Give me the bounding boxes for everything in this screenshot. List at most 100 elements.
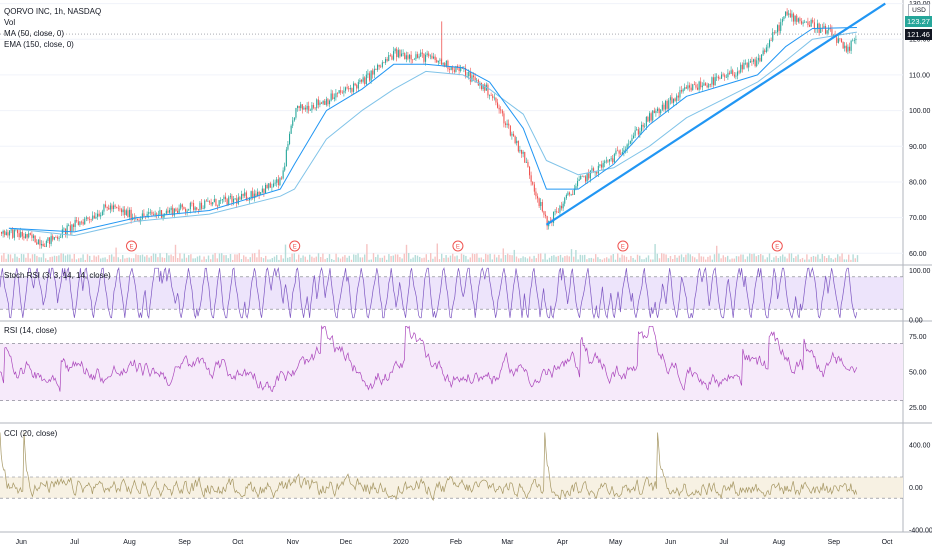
candle-body: [313, 105, 315, 108]
volume-bar: [757, 255, 760, 262]
volume-bar: [691, 256, 694, 262]
candle-body: [55, 237, 57, 238]
time-tick-label: Jul: [719, 539, 728, 546]
candle-body: [396, 48, 398, 58]
candle-body: [476, 79, 478, 81]
candle-body: [389, 55, 391, 56]
candle-body: [623, 150, 625, 152]
candle-body: [687, 85, 689, 89]
volume-bar: [161, 257, 163, 262]
volume-bar: [718, 253, 720, 262]
volume-bar: [394, 254, 397, 262]
volume-bar: [51, 256, 53, 262]
candle-body: [287, 144, 289, 150]
volume-bar: [34, 254, 36, 262]
volume-bar: [595, 254, 597, 262]
volume-bar: [359, 257, 361, 262]
candle-body: [812, 20, 814, 23]
candle-body: [661, 104, 663, 110]
candle-body: [596, 171, 598, 174]
volume-bar: [214, 253, 216, 262]
volume-bar: [801, 257, 804, 262]
candle-body: [23, 236, 25, 238]
candle-body: [119, 208, 121, 210]
candle-body: [73, 224, 75, 227]
volume-bar: [185, 257, 188, 262]
candle-body: [658, 108, 660, 114]
candle-body: [487, 84, 489, 96]
volume-bar: [177, 257, 179, 262]
candle-body: [153, 214, 155, 215]
candle-body: [137, 218, 139, 220]
volume-bar: [260, 257, 262, 262]
candle-body: [393, 51, 395, 60]
volume-bar: [438, 259, 441, 262]
candle-body: [13, 229, 15, 238]
candle-body: [580, 175, 582, 180]
vol-label: Vol: [4, 18, 16, 27]
candle-body: [250, 191, 252, 198]
candle-body: [220, 200, 222, 201]
volume-bar: [238, 253, 240, 262]
candle-body: [42, 243, 44, 247]
volume-bar: [562, 257, 564, 262]
volume-bar: [856, 255, 859, 262]
volume-bar: [245, 256, 247, 262]
candle-body: [325, 99, 327, 105]
candle-body: [209, 201, 211, 203]
volume-bar: [610, 255, 612, 262]
volume-bar: [819, 258, 821, 262]
cci-tick-label: 400.00: [909, 443, 931, 450]
candle-body: [229, 195, 231, 198]
volume-bar: [729, 259, 731, 262]
volume-bar: [199, 255, 201, 262]
volume-bar: [845, 259, 848, 262]
candle-body: [329, 100, 331, 105]
candle-body: [346, 87, 348, 89]
volume-bar: [225, 255, 227, 262]
volume-bar: [130, 258, 133, 262]
volume-bar: [152, 253, 155, 262]
candle-body: [412, 59, 414, 61]
volume-bar: [454, 256, 456, 262]
candle-body: [673, 98, 675, 103]
candle-body: [605, 160, 607, 162]
candle-body: [380, 66, 382, 68]
candle-body: [777, 25, 779, 33]
volume-bar: [194, 258, 196, 262]
candle-body: [745, 62, 747, 64]
candle-body: [117, 207, 119, 209]
volume-bar: [31, 254, 34, 262]
volume-bar: [287, 257, 289, 262]
volume-bar: [731, 258, 733, 262]
volume-bar: [100, 258, 102, 262]
volume-bar: [546, 259, 548, 262]
candle-body: [116, 206, 118, 208]
volume-bar: [526, 258, 529, 262]
currency-badge[interactable]: USD: [908, 4, 930, 17]
candle-body: [165, 210, 167, 214]
time-tick-label: Oct: [882, 539, 893, 546]
candle-body: [588, 173, 590, 179]
volume-bar: [298, 254, 300, 262]
candle-body: [633, 135, 635, 139]
volume-bar: [645, 257, 647, 262]
candle-body: [324, 101, 326, 105]
candle-body: [17, 229, 19, 234]
candle-body: [626, 144, 628, 150]
candle-body: [609, 159, 611, 162]
volume-bar: [150, 255, 152, 262]
candle-body: [129, 209, 131, 217]
volume-bar: [548, 257, 551, 262]
candlestick-series: [1, 8, 857, 249]
volume-bar: [709, 255, 711, 262]
candle-body: [90, 219, 92, 220]
candle-body: [391, 55, 393, 60]
candle-body: [252, 191, 254, 199]
candle-body: [754, 59, 756, 67]
candle-body: [49, 237, 51, 244]
volume-bar: [399, 257, 401, 262]
volume-bar: [603, 258, 606, 262]
candle-body: [545, 214, 547, 217]
candle-body: [162, 214, 164, 218]
